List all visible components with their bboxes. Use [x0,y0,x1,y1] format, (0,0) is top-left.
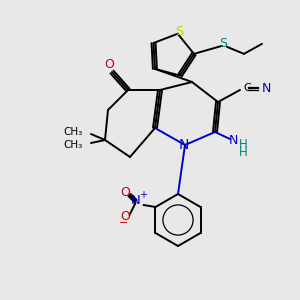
Text: S: S [219,37,227,50]
Text: CH₃: CH₃ [64,140,83,150]
Text: +: + [140,190,148,200]
Text: S: S [175,25,183,38]
Text: N: N [130,194,140,208]
Text: O: O [104,58,114,71]
Text: O: O [121,187,130,200]
Text: O: O [121,211,130,224]
Text: CH₃: CH₃ [64,127,83,137]
Text: N: N [228,134,238,146]
Text: H: H [238,137,247,151]
Text: N: N [262,82,272,94]
Text: C: C [243,83,251,93]
Text: −: − [119,218,128,228]
Text: N: N [179,138,189,152]
Text: H: H [238,146,247,158]
